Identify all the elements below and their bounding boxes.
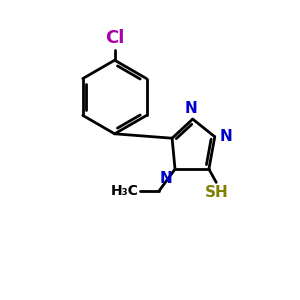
Text: N: N — [159, 171, 172, 186]
Text: N: N — [185, 101, 198, 116]
Text: SH: SH — [204, 185, 228, 200]
Text: H₃C: H₃C — [110, 184, 138, 198]
Text: Cl: Cl — [105, 29, 124, 47]
Text: N: N — [219, 129, 232, 144]
